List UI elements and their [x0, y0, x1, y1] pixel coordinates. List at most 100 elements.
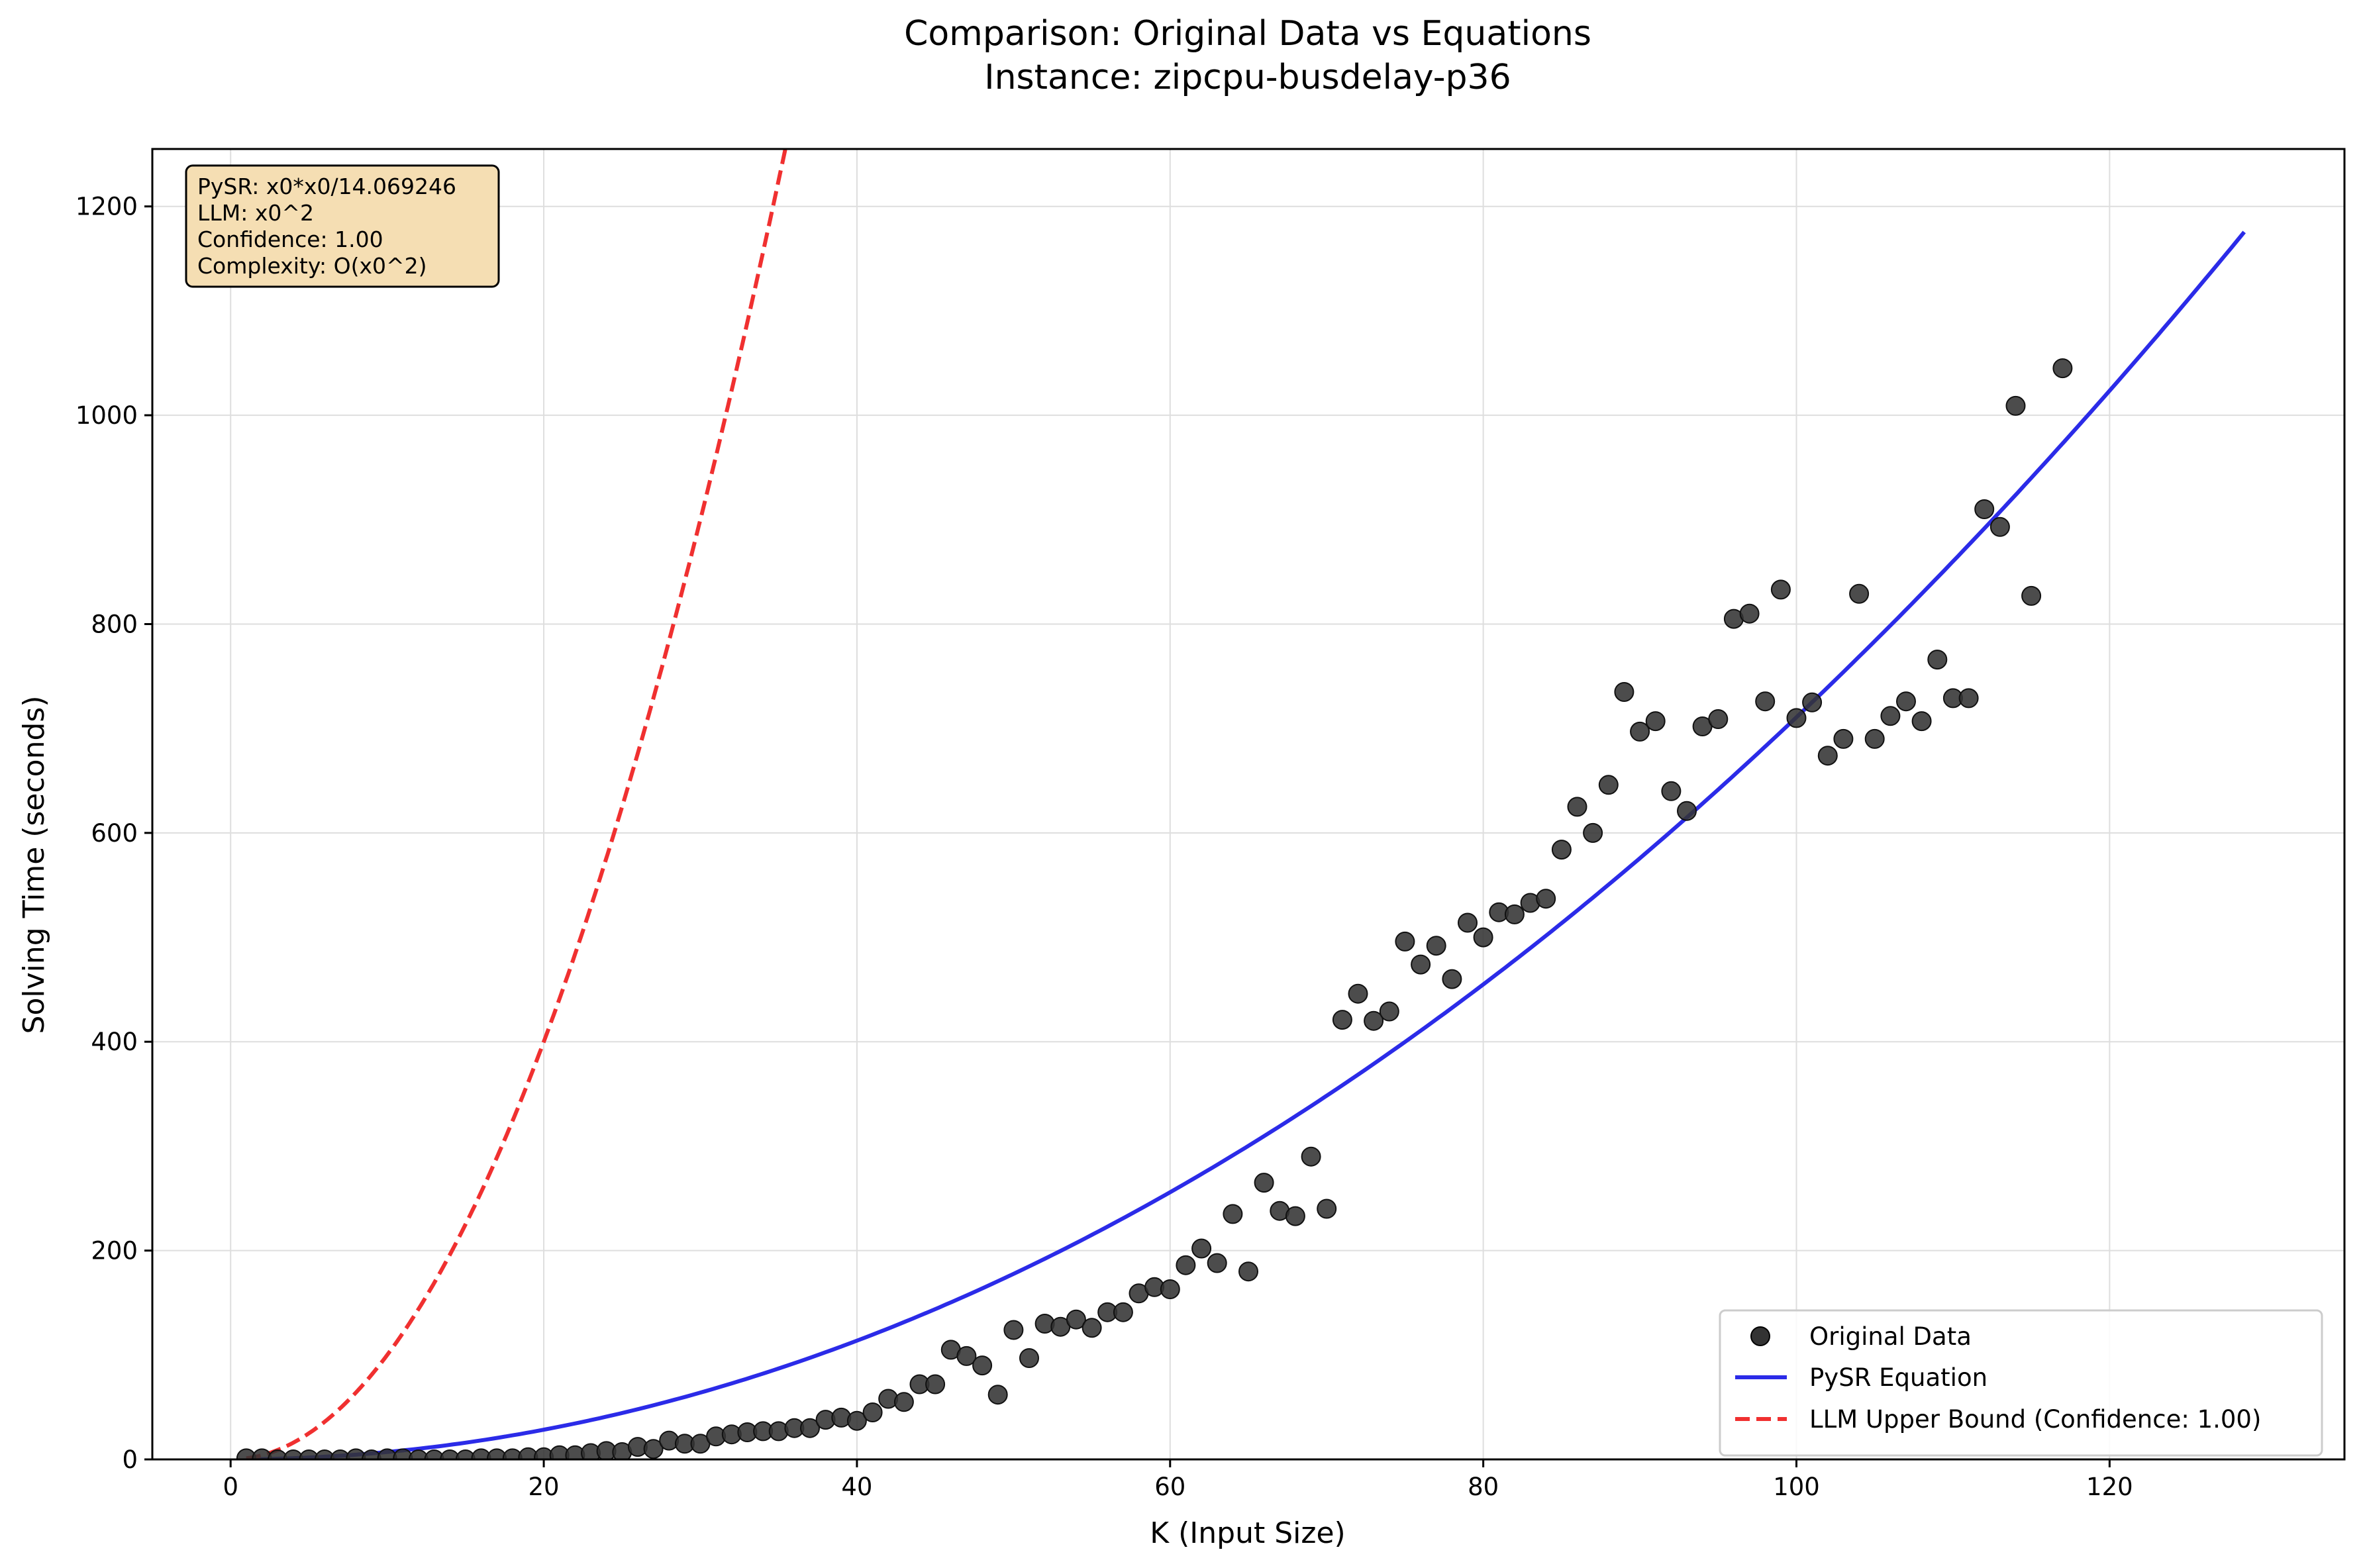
legend-frame	[1719, 1309, 2323, 1457]
data-point	[1426, 936, 1446, 956]
data-point	[987, 1385, 1008, 1405]
data-point	[925, 1374, 946, 1395]
data-point	[1285, 1206, 1305, 1226]
data-point	[1442, 969, 1462, 989]
y-tick-label: 400	[91, 1028, 138, 1056]
pysr-equation-line	[246, 230, 2246, 1459]
data-point	[1317, 1199, 1337, 1219]
data-point	[1191, 1238, 1212, 1259]
data-point	[2005, 395, 2026, 416]
chart-title-line2: Instance: zipcpu-busdelay-p36	[984, 58, 1511, 97]
data-point	[1833, 728, 1854, 749]
data-point	[424, 1449, 444, 1459]
llm-upper-bound-line	[246, 149, 787, 1459]
data-point	[1755, 691, 1776, 712]
data-point	[1176, 1255, 1196, 1275]
y-axis-label: Solving Time (seconds)	[17, 696, 51, 1034]
plot-area	[236, 149, 2246, 1459]
data-point	[315, 1449, 335, 1459]
y-tick-label: 200	[91, 1237, 138, 1265]
data-point	[1003, 1320, 1024, 1340]
axes-frame	[151, 148, 2346, 1461]
data-point	[1332, 1010, 1352, 1030]
annotation-background	[185, 164, 500, 288]
data-point	[1630, 721, 1650, 742]
x-tick-label: 80	[1468, 1473, 1499, 1501]
annotation-llm-line: LLM: x0^2	[197, 200, 314, 226]
data-point	[1301, 1146, 1321, 1167]
data-point	[1958, 688, 1979, 709]
data-point	[268, 1449, 288, 1459]
legend-label-original-data: Original Data	[1809, 1322, 1972, 1351]
data-point	[1614, 682, 1634, 702]
y-tick-label: 0	[122, 1446, 138, 1474]
data-point	[1770, 579, 1791, 600]
legend-label-llm: LLM Upper Bound (Confidence: 1.00)	[1809, 1405, 2261, 1434]
data-point	[1927, 650, 1948, 670]
data-point	[1364, 1010, 1384, 1031]
data-point	[1645, 711, 1666, 732]
y-tick-label: 1200	[75, 193, 138, 221]
data-point	[1708, 709, 1729, 729]
x-tick-label: 0	[223, 1473, 238, 1501]
x-axis-label: K (Input Size)	[1150, 1516, 1345, 1550]
data-point	[283, 1449, 303, 1459]
annotation-confidence-line: Confidence: 1.00	[197, 226, 383, 252]
data-point	[1254, 1173, 1274, 1193]
data-point	[1081, 1318, 1102, 1338]
data-point	[1677, 801, 1697, 821]
data-point	[1802, 692, 1823, 712]
data-point	[1348, 983, 1368, 1004]
legend-marker-original-data	[1750, 1326, 1770, 1346]
data-point	[1411, 954, 1431, 975]
legend: Original Data PySR Equation LLM Upper Bo…	[1719, 1309, 2323, 1457]
data-point	[1551, 840, 1572, 860]
data-point	[1817, 746, 1838, 766]
x-tick-label: 60	[1154, 1473, 1185, 1501]
data-point	[643, 1439, 664, 1459]
data-point	[1395, 931, 1415, 952]
data-point	[299, 1449, 319, 1459]
data-point	[440, 1449, 460, 1459]
data-point	[1504, 904, 1525, 924]
data-point	[1160, 1279, 1180, 1299]
data-point	[893, 1392, 914, 1412]
data-point	[1739, 603, 1760, 624]
data-point	[2021, 585, 2042, 606]
data-point	[1536, 889, 1556, 909]
data-point	[1661, 781, 1682, 801]
y-tick-label: 1000	[75, 401, 138, 430]
data-point	[408, 1449, 428, 1459]
data-point	[1864, 728, 1885, 749]
data-point	[455, 1449, 476, 1459]
data-point	[1223, 1204, 1243, 1224]
data-point	[1911, 711, 1932, 732]
data-point	[330, 1449, 350, 1459]
x-tick-label: 40	[841, 1473, 872, 1501]
data-point	[1974, 499, 1995, 519]
data-point	[972, 1355, 993, 1376]
x-tick-label: 120	[2086, 1473, 2133, 1501]
data-point	[1207, 1253, 1227, 1273]
data-point	[956, 1346, 977, 1366]
data-point	[1567, 797, 1587, 817]
data-point	[362, 1449, 381, 1459]
data-point	[1598, 775, 1619, 795]
data-point	[846, 1410, 867, 1431]
data-point	[1458, 912, 1478, 933]
data-point	[1473, 927, 1493, 948]
data-point	[1989, 516, 2010, 537]
data-point	[1786, 708, 1807, 728]
y-tick-label: 800	[91, 610, 138, 638]
data-point	[1583, 822, 1603, 843]
data-point	[1896, 691, 1916, 712]
y-tick-label: 600	[91, 819, 138, 848]
data-point	[1379, 1001, 1399, 1022]
x-tick-label: 20	[528, 1473, 560, 1501]
data-point	[1238, 1261, 1258, 1282]
legend-label-pysr: PySR Equation	[1809, 1363, 1987, 1392]
data-point	[862, 1402, 883, 1422]
annotation-pysr-line: PySR: x0*x0/14.069246	[197, 173, 456, 199]
